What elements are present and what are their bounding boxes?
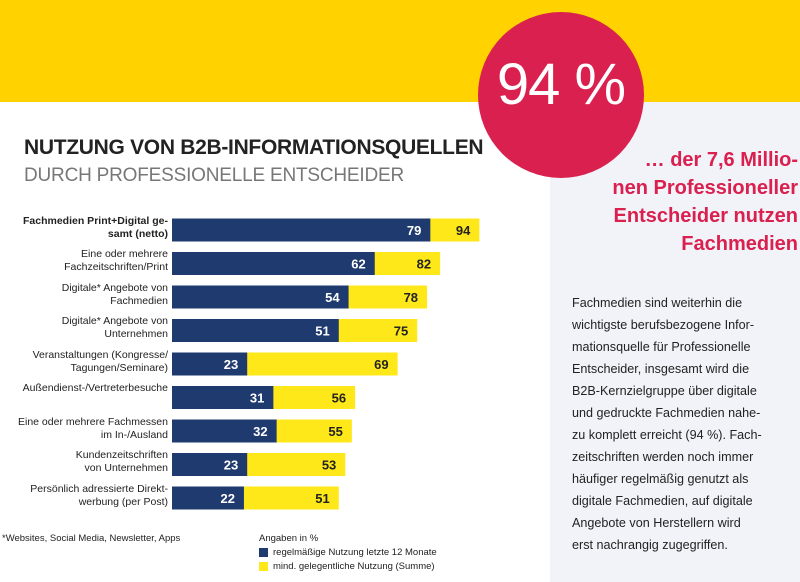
category-label-line: Digitale* Angebote von (61, 315, 168, 327)
bar-regular (172, 319, 339, 342)
top-yellow-band (0, 0, 800, 102)
category-label: Digitale* Angebote von Fachmedien (62, 282, 168, 308)
data-label-occasional: 94 (456, 223, 471, 238)
legend-unit-note: Angaben in % (259, 533, 319, 544)
highlight-headline: … der 7,6 Millio- nen Professioneller En… (572, 146, 798, 258)
category-label-line: Tagungen/Seminare) (70, 361, 168, 374)
body-line: Entscheider, insgesamt wird die (572, 362, 750, 376)
bar-regular (172, 252, 375, 275)
legend-swatch-blue (259, 548, 268, 557)
category-label: Außendienst-/Vertreterbesuche (23, 382, 168, 395)
bar-regular (172, 352, 248, 376)
category-label: Eine oder mehrere Fachmessen im In-/Ausla… (18, 416, 168, 442)
headline-line: Fachmedien (681, 233, 798, 255)
highlight-circle (478, 12, 644, 178)
body-line: zu komplett erreicht (94 %). Fach- (572, 428, 762, 442)
chart-subtitle: DURCH PROFESSIONELLE ENTSCHEIDER (24, 165, 405, 186)
data-label-regular: 62 (351, 257, 365, 272)
body-line: und gedruckte Fachmedien nahe- (572, 406, 761, 420)
category-label-line: Unternehmen (104, 328, 168, 340)
body-line: digitale Fachmedien, auf digitale (572, 494, 753, 508)
legend-item-regular: regelmäßige Nutzung letzte 12 Monate (259, 547, 437, 558)
data-label-occasional: 75 (394, 324, 408, 339)
category-label: Digitale* Angebote von Unternehmen (62, 315, 168, 341)
headline-line: … der 7,6 Millio- (644, 149, 798, 171)
category-label: Eine oder mehrere Fachzeitschriften/Print (64, 248, 168, 274)
category-label: Veranstaltungen (Kongresse/Tagungen/Semi… (33, 349, 168, 375)
category-label-line: Veranstaltungen (Kongresse/ (32, 348, 168, 361)
data-label-regular: 32 (253, 424, 267, 439)
bar-regular (172, 419, 277, 443)
data-label-occasional: 55 (328, 424, 342, 439)
legend-label: mind. gelegentliche Nutzung (Summe) (273, 561, 435, 572)
body-line: mationsquelle für Professionelle (572, 340, 751, 354)
bar-regular (172, 453, 248, 476)
category-label-line: Eine oder mehrere (81, 248, 168, 260)
legend-item-occasional: mind. gelegentliche Nutzung (Summe) (259, 561, 435, 572)
category-label-line: Kundenzeitschriften (75, 449, 168, 461)
bar-regular (172, 386, 274, 409)
headline-line: Entscheider nutzen (613, 205, 798, 227)
body-line: B2B-Kernzielgruppe über digitale (572, 384, 757, 398)
data-label-regular: 23 (224, 458, 238, 473)
category-label-line: Fachmedien Print+Digital ge- (23, 214, 168, 227)
data-label-regular: 23 (224, 357, 238, 372)
body-line: zeitschriften werden noch immer (572, 450, 754, 464)
data-label-occasional: 56 (332, 391, 346, 406)
chart-footnote: *Websites, Social Media, Newsletter, App… (2, 533, 181, 544)
data-label-regular: 22 (220, 491, 234, 506)
category-label-line: Fachmedien (110, 294, 168, 307)
headline-line: nen Professioneller (612, 177, 798, 199)
body-line: erst nachrangig zugegriffen. (572, 538, 728, 552)
highlight-percent: 94 % (496, 52, 626, 117)
category-label-line: im In-/Ausland (100, 428, 168, 441)
legend-swatch-yellow (259, 562, 268, 571)
category-label-line: von Unternehmen (84, 462, 168, 474)
body-paragraph: Fachmedien sind weiterhin die wichtigste… (572, 292, 794, 556)
bar-regular (172, 486, 244, 510)
category-label: Persönlich adressierte Direkt-werbung (p… (30, 483, 168, 509)
data-label-occasional: 53 (322, 458, 336, 473)
body-line: Angebote von Herstellern wird (572, 516, 741, 530)
data-label-occasional: 69 (374, 357, 388, 372)
data-label-occasional: 51 (315, 491, 329, 506)
category-label-line: Digitale* Angebote von (61, 281, 168, 294)
legend-label: regelmäßige Nutzung letzte 12 Monate (273, 547, 437, 558)
body-line: wichtigste berufsbezogene Infor- (572, 318, 755, 332)
category-label-line: Fachzeitschriften/Print (64, 261, 168, 273)
body-line: Fachmedien sind weiterhin die (572, 296, 743, 310)
data-label-occasional: 82 (417, 257, 431, 272)
data-label-regular: 79 (407, 223, 421, 238)
data-label-occasional: 78 (404, 290, 418, 305)
category-label: Fachmedien Print+Digital ge-samt (netto) (23, 215, 168, 241)
data-label-regular: 31 (250, 391, 264, 406)
body-line: häufiger regelmäßig genutzt als (572, 472, 749, 486)
category-label-line: Persönlich adressierte Direkt- (30, 482, 168, 495)
bar-regular (172, 285, 349, 309)
category-label-line: Außendienst-/Vertreterbesuche (22, 382, 168, 394)
category-label-line: werbung (per Post) (78, 495, 168, 508)
data-label-regular: 51 (315, 324, 329, 339)
side-info-panel (550, 102, 800, 582)
category-label: Kundenzeitschriften von Unternehmen (76, 449, 168, 475)
category-label-line: Eine oder mehrere Fachmessen (18, 415, 168, 428)
category-label-line: samt (netto) (107, 227, 168, 240)
bar-regular (172, 218, 431, 242)
data-label-regular: 54 (325, 290, 340, 305)
chart-title: NUTZUNG VON B2B-INFORMATIONSQUELLEN (24, 136, 484, 159)
